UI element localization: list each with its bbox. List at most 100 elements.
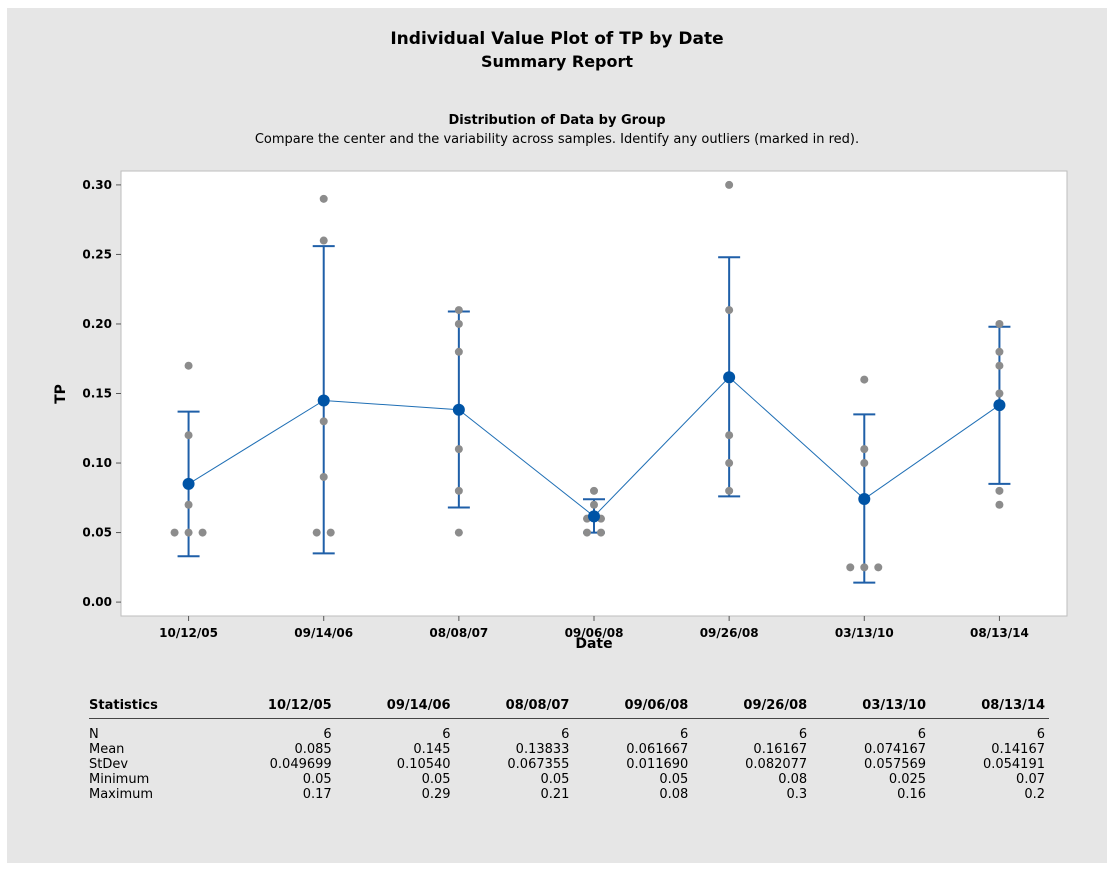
data-point — [454, 528, 463, 537]
x-tick-label: 08/13/14 — [970, 626, 1029, 640]
data-point — [995, 500, 1004, 509]
statistics-cell: 0.067355 — [507, 757, 570, 772]
data-point — [590, 500, 598, 509]
data-point — [597, 528, 605, 537]
y-tick-label: 0.00 — [82, 595, 112, 609]
data-point — [184, 431, 193, 440]
x-axis: 10/12/05 09/14/06 08/08/07 09/06/08 09/26/08… — [159, 616, 1029, 640]
mean-marker — [317, 394, 330, 407]
statistics-cell: 0.16167 — [753, 742, 808, 757]
statistics-cell: 0.10540 — [396, 757, 451, 772]
data-point — [860, 445, 869, 454]
data-point — [454, 306, 463, 315]
data-point — [725, 431, 734, 440]
summary-report: Individual Value Plot of TP by Date Summ… — [7, 8, 1107, 863]
statistics-cell: 6 — [917, 727, 927, 742]
statistics-cell: 6 — [561, 727, 570, 742]
data-point — [874, 563, 883, 572]
data-point — [995, 319, 1004, 328]
x-tick-label: 08/08/07 — [429, 626, 488, 640]
statistics-cell: 0.3 — [786, 787, 808, 802]
data-point — [198, 528, 207, 537]
data-point — [454, 319, 463, 328]
statistics-cell: 0.17 — [302, 787, 332, 802]
statistics-cell: 0.145 — [413, 742, 451, 757]
statistics-header-label: Statistics — [89, 698, 217, 719]
statistics-column-header: 08/13/14 — [930, 698, 1049, 719]
y-tick-label: 0.25 — [82, 247, 112, 261]
statistics-column-header: 09/06/08 — [573, 698, 693, 719]
x-tick-label: 09/06/08 — [565, 626, 624, 640]
table-row: Mean 0.085 0.145 0.13833 0.061667 0.16167 0.07… — [89, 742, 1049, 757]
statistics-header-row: Statistics 10/12/05 09/14/06 08/08/07 09/06… — [89, 698, 1049, 719]
mean-marker — [723, 371, 736, 384]
y-tick-label: 0.20 — [82, 317, 112, 331]
statistics-cell: 0.2 — [1024, 787, 1045, 802]
statistics-cell: 0.085 — [294, 742, 332, 757]
statistics-cell: 0.13833 — [515, 742, 570, 757]
statistics-cell: 0.05 — [540, 772, 570, 787]
mean-marker — [588, 510, 600, 523]
statistics-column-header: 03/13/10 — [811, 698, 931, 719]
data-point — [725, 306, 734, 315]
statistics-cell: 0.14167 — [991, 742, 1045, 757]
data-point — [454, 445, 463, 454]
data-point — [590, 486, 598, 495]
data-point — [995, 361, 1004, 370]
table-row: Minimum 0.05 0.05 0.05 0.05 0.08 0.025 0.07 — [89, 772, 1049, 787]
statistics-cell: 6 — [442, 727, 451, 742]
y-tick-label: 0.10 — [82, 456, 112, 470]
statistics-cell: 6 — [798, 727, 808, 742]
statistics-cell: 0.025 — [888, 772, 927, 787]
statistics-cell: 0.21 — [540, 787, 570, 802]
data-point — [319, 236, 328, 245]
statistics-column-header: 10/12/05 — [216, 698, 336, 719]
mean-marker — [858, 492, 871, 505]
report-subtitle: Summary Report — [480, 52, 634, 71]
data-point — [319, 472, 328, 481]
statistics-cell: 6 — [1036, 727, 1045, 742]
y-tick-label: 0.30 — [82, 178, 112, 192]
statistics-column-header: 08/08/07 — [454, 698, 574, 719]
x-tick-label: 09/14/06 — [294, 626, 353, 640]
y-tick-label: 0.15 — [82, 387, 112, 401]
report-title: Individual Value Plot of TP by Date — [390, 29, 724, 49]
data-point — [312, 528, 321, 537]
statistics-cell: 0.29 — [421, 787, 451, 802]
data-point — [995, 389, 1004, 398]
x-tick-label: 10/12/05 — [159, 626, 218, 640]
statistics-body: N 6 6 6 6 6 6 6 Mean 0.085 0.145 0.13833 0.061667 0.1… — [89, 719, 1049, 802]
data-point — [725, 180, 734, 189]
statistics-row-label: Minimum — [89, 772, 150, 787]
data-point — [846, 563, 855, 572]
statistics-cell: 0.16 — [897, 787, 927, 802]
statistics-cell: 6 — [680, 727, 689, 742]
statistics-cell: 0.057569 — [864, 757, 927, 772]
individual-value-plot: 0.00 0.05 0.10 0.15 0.20 0.25 0.30 10/12/05 09/… — [53, 170, 1068, 652]
x-tick-label: 09/26/08 — [700, 626, 759, 640]
data-point — [860, 375, 869, 384]
data-point — [319, 194, 328, 203]
data-point — [454, 347, 463, 356]
statistics-row-label: Maximum — [89, 787, 154, 802]
statistics-row-label: StDev — [89, 757, 129, 772]
statistics-cell: 0.05 — [302, 772, 332, 787]
data-point — [184, 500, 193, 509]
x-tick-label: 03/13/10 — [835, 626, 894, 640]
statistics-column-header: 09/14/06 — [335, 698, 455, 719]
statistics-cell: 0.074167 — [864, 742, 927, 757]
statistics-cell: 0.08 — [659, 787, 689, 802]
table-row: StDev 0.049699 0.10540 0.067355 0.011690 0.08… — [89, 757, 1049, 772]
statistics-row-label: N — [89, 727, 99, 742]
mean-markers — [182, 371, 1006, 523]
data-point — [454, 486, 463, 495]
data-point — [995, 486, 1004, 495]
data-point — [860, 563, 869, 572]
statistics-cell: 0.061667 — [626, 742, 689, 757]
table-row: N 6 6 6 6 6 6 6 — [89, 727, 1049, 742]
data-point — [995, 347, 1004, 356]
statistics-cell: 0.05 — [421, 772, 451, 787]
plot-area — [120, 170, 1068, 617]
statistics-cell: 0.07 — [1016, 772, 1045, 787]
y-axis-label: TP — [53, 384, 69, 404]
